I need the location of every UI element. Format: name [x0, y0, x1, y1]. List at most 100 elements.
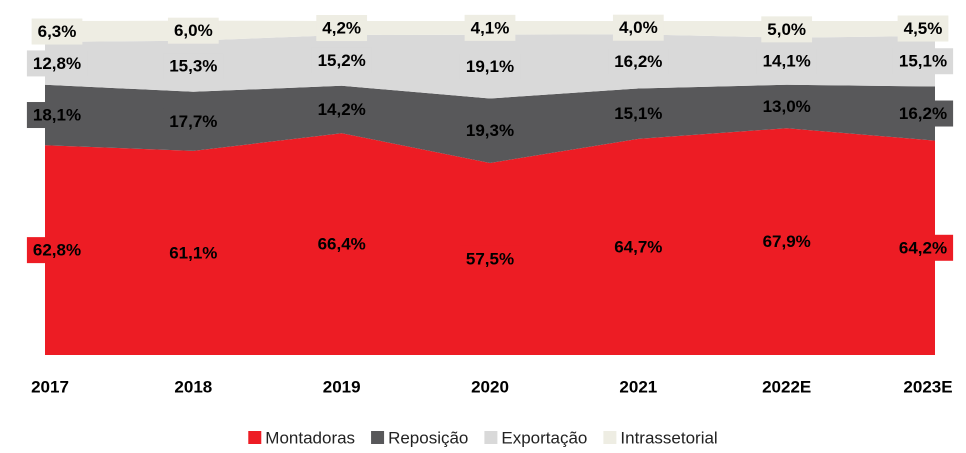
value-label: 16,2%	[892, 100, 954, 127]
value-label-text: 61,1%	[169, 243, 217, 262]
legend-swatch	[248, 431, 262, 444]
value-label-bg	[26, 50, 88, 77]
value-label-bg	[26, 102, 88, 129]
value-label-text: 17,7%	[169, 112, 217, 131]
x-tick-label: 2019	[323, 377, 361, 396]
value-label-text: 64,7%	[614, 237, 662, 256]
area	[45, 128, 935, 355]
x-tick-label: 2023E	[903, 377, 952, 396]
value-label-text: 4,0%	[619, 18, 658, 37]
value-label: 15,1%	[608, 100, 669, 127]
value-label-text: 19,1%	[466, 57, 514, 76]
value-label-bg	[31, 18, 83, 45]
value-label-text: 4,1%	[471, 18, 510, 37]
x-tick-label: 2018	[174, 377, 212, 396]
value-label-text: 15,2%	[318, 51, 366, 70]
legend-label: Montadoras	[265, 428, 355, 447]
value-label: 4,0%	[612, 14, 664, 41]
legend-label: Exportação	[501, 428, 587, 447]
value-label: 12,8%	[26, 50, 88, 77]
value-label: 15,3%	[163, 53, 224, 80]
value-label-text: 4,5%	[904, 19, 943, 38]
value-label-bg	[761, 16, 813, 43]
value-label: 57,5%	[459, 245, 521, 272]
value-label-text: 64,2%	[899, 238, 947, 257]
value-label: 62,8%	[26, 237, 88, 264]
value-label-text: 13,0%	[763, 97, 811, 116]
value-label-bg	[892, 100, 954, 127]
value-label-bg	[612, 14, 664, 41]
x-tick-label: 2021	[619, 377, 657, 396]
value-label: 14,1%	[756, 48, 817, 75]
value-label-text: 57,5%	[466, 249, 514, 268]
value-label-bg	[163, 53, 224, 80]
value-label: 5,0%	[761, 16, 813, 43]
value-label-text: 12,8%	[33, 54, 81, 73]
value-label-text: 16,2%	[899, 104, 947, 123]
value-label: 4,1%	[464, 14, 516, 41]
value-label: 13,0%	[756, 93, 817, 120]
value-label-bg	[311, 47, 372, 74]
value-label-text: 5,0%	[767, 20, 806, 39]
value-label-text: 66,4%	[318, 235, 366, 254]
value-label: 4,2%	[316, 15, 368, 42]
value-label-bg	[897, 15, 949, 42]
value-label-text: 15,1%	[614, 104, 662, 123]
legend-label: Reposição	[388, 428, 468, 447]
value-label: 4,5%	[897, 15, 949, 42]
value-label-bg	[316, 15, 368, 42]
value-label-bg	[163, 108, 224, 135]
value-label-bg	[892, 234, 954, 261]
value-label-bg	[459, 245, 521, 272]
value-label-text: 6,0%	[174, 21, 213, 40]
value-label-bg	[608, 233, 669, 260]
value-label-bg	[756, 228, 817, 255]
value-label-text: 62,8%	[33, 241, 81, 260]
x-tick-label: 2022E	[762, 377, 811, 396]
value-label: 66,4%	[311, 231, 372, 258]
value-label: 18,1%	[26, 102, 88, 129]
value-label: 6,0%	[167, 17, 219, 44]
value-label: 64,7%	[608, 233, 669, 260]
x-tick-label: 2017	[31, 377, 69, 396]
value-label-bg	[459, 53, 521, 80]
legend: Montadoras Reposição Exportação Intrassetor…	[248, 428, 718, 447]
legend-swatch	[371, 431, 385, 444]
value-label-bg	[311, 231, 372, 258]
value-label: 15,2%	[311, 47, 372, 74]
value-label-text: 14,2%	[318, 100, 366, 119]
value-label-text: 16,2%	[614, 52, 662, 71]
value-label-text: 67,9%	[763, 232, 811, 251]
value-label-bg	[311, 96, 372, 123]
value-label-bg	[756, 48, 817, 75]
value-label-text: 18,1%	[33, 106, 81, 125]
value-label: 17,7%	[163, 108, 224, 135]
value-label-text: 15,3%	[169, 57, 217, 76]
value-label: 15,1%	[892, 48, 954, 75]
value-label: 67,9%	[756, 228, 817, 255]
value-label-bg	[608, 48, 669, 75]
value-label-bg	[608, 100, 669, 127]
value-label: 6,3%	[31, 18, 83, 45]
legend-label: Intrassetorial	[620, 428, 717, 447]
value-label-text: 4,2%	[322, 18, 361, 37]
value-label: 19,3%	[459, 117, 521, 144]
value-label-text: 14,1%	[763, 52, 811, 71]
value-label-bg	[892, 48, 954, 75]
value-label-bg	[464, 14, 516, 41]
value-label-bg	[459, 117, 521, 144]
legend-swatch	[484, 431, 498, 444]
value-label-bg	[756, 93, 817, 120]
value-label-text: 19,3%	[466, 121, 514, 140]
x-tick-label: 2020	[471, 377, 509, 396]
value-label: 16,2%	[608, 48, 669, 75]
value-label-text: 6,3%	[38, 22, 77, 41]
value-label: 14,2%	[311, 96, 372, 123]
value-label: 61,1%	[163, 239, 224, 266]
value-label-bg	[26, 237, 88, 264]
value-label-text: 15,1%	[899, 52, 947, 71]
value-label-bg	[163, 239, 224, 266]
value-label-bg	[167, 17, 219, 44]
value-label: 64,2%	[892, 234, 954, 261]
